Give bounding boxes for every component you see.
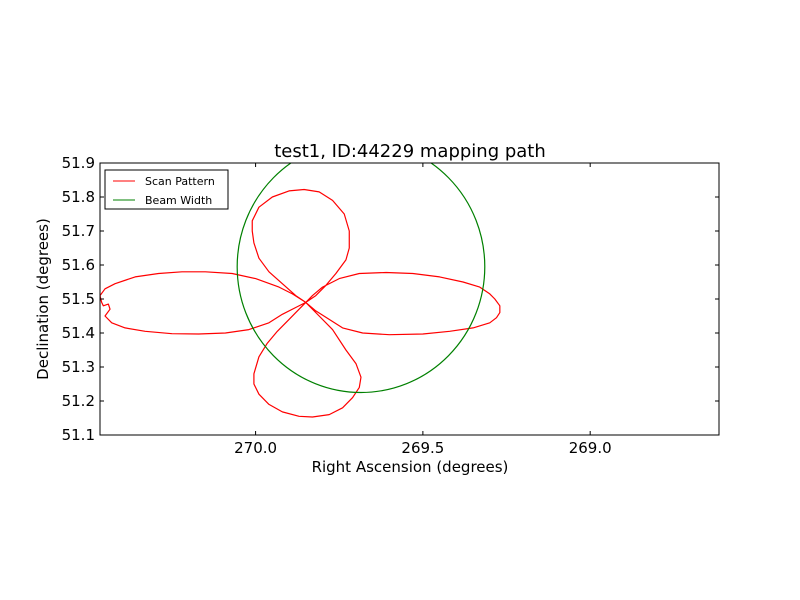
x-tick-label: 269.0 [569, 439, 612, 457]
y-tick-label: 51.6 [62, 256, 95, 274]
x-tick-label: 269.5 [401, 439, 444, 457]
y-tick-label: 51.4 [62, 324, 95, 342]
legend-box [104, 169, 229, 210]
legend: Scan Pattern Beam Width [104, 169, 229, 210]
y-tick-label: 51.8 [62, 188, 95, 206]
x-tick-label: 270.0 [234, 439, 277, 457]
series-layer [100, 163, 501, 418]
series-line-scan-pattern [100, 188, 501, 418]
chart-title: test1, ID:44229 mapping path [274, 141, 546, 162]
y-axis-label: Declination (degrees) [34, 218, 52, 380]
y-tick-label: 51.9 [62, 154, 95, 172]
y-axis-ticks: 51.1 51.2 51.3 51.4 51.5 51.6 51.7 51.8 51.9 [62, 154, 719, 444]
legend-label-beam-width: Beam Width [145, 194, 212, 207]
x-axis-ticks: 270.0 269.5 269.0 [234, 163, 612, 457]
x-axis-label: Right Ascension (degrees) [312, 458, 509, 476]
series-circle-beam-width [236, 163, 486, 394]
y-tick-label: 51.1 [62, 426, 95, 444]
y-tick-label: 51.3 [62, 358, 95, 376]
legend-label-scan-pattern: Scan Pattern [145, 175, 215, 188]
y-tick-label: 51.7 [62, 222, 95, 240]
y-tick-label: 51.2 [62, 392, 95, 410]
y-tick-label: 51.5 [62, 290, 95, 308]
